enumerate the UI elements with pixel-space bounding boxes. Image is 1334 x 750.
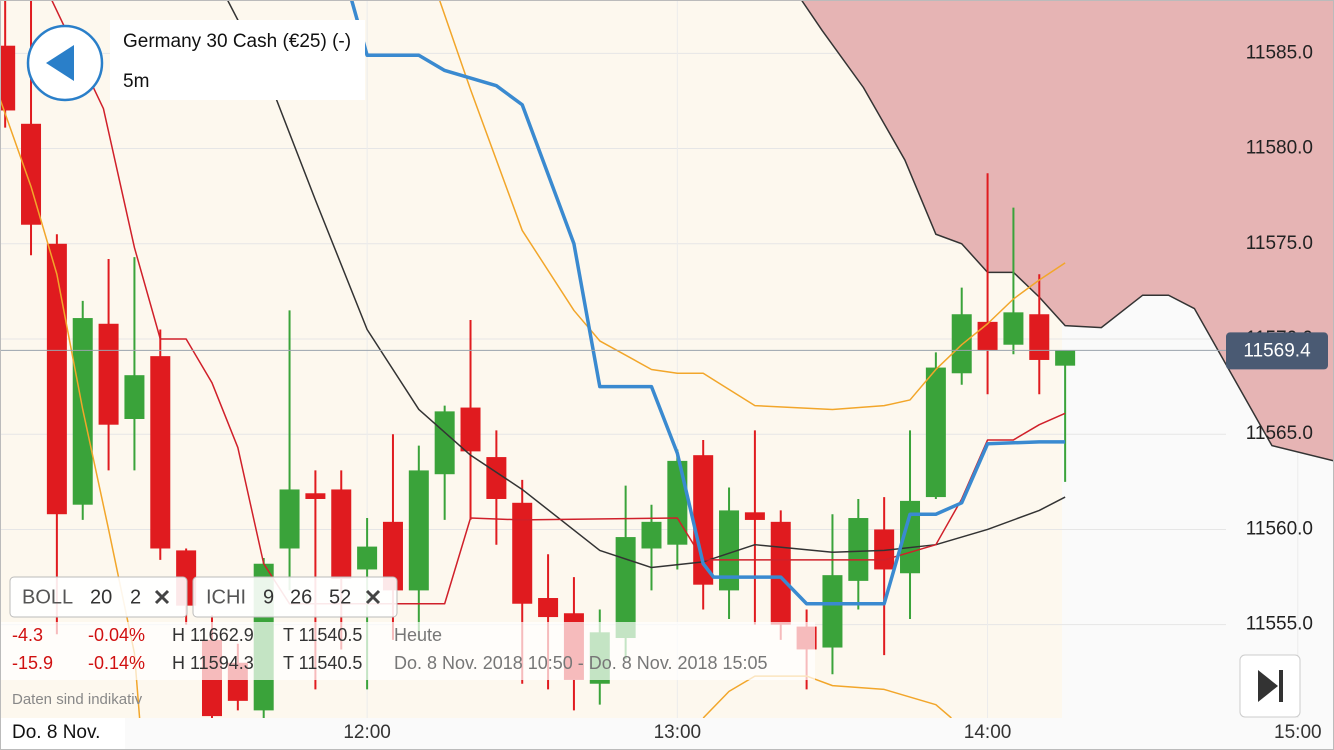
x-tick-label: 12:00 — [343, 722, 391, 743]
stat-high: H 11662.9 — [172, 625, 254, 645]
candle-body — [512, 502, 533, 604]
candle-body — [900, 500, 921, 574]
chip-param: 9 — [263, 586, 274, 608]
candle-body — [357, 546, 378, 570]
chip-close[interactable] — [154, 589, 170, 605]
instrument-name: Germany 30 Cash (€25) (-) — [123, 31, 351, 52]
y-tick-label: 11585.0 — [1246, 42, 1313, 63]
candle-body — [0, 45, 16, 111]
candle-body — [1029, 314, 1050, 360]
candle-body — [925, 367, 946, 498]
indicator-line — [226, 0, 1066, 569]
indicator-line — [349, 0, 1066, 606]
candle-body — [305, 493, 326, 499]
candle-body — [719, 510, 740, 591]
candle-body — [1003, 312, 1024, 345]
stat-high: H 11594.3 — [172, 653, 254, 673]
cloud-layer — [800, 0, 1334, 462]
skip-to-end-button[interactable] — [1239, 654, 1301, 718]
back-arrow[interactable] — [46, 45, 74, 81]
candle-body — [848, 518, 869, 581]
indicator-chip[interactable]: BOLL 20 2 — [9, 576, 188, 618]
indicator-chip[interactable]: ICHI 9 26 52 — [192, 576, 398, 618]
stat-percent: -0.04% — [88, 625, 145, 645]
chip-param: 2 — [130, 586, 141, 608]
stat-range: Heute — [394, 625, 442, 645]
x-tick-label: 15:00 — [1274, 722, 1322, 743]
back-button[interactable] — [26, 24, 104, 102]
notice: Daten sind indikativ — [12, 691, 143, 708]
chip-close[interactable] — [365, 589, 381, 605]
chip-param: 20 — [90, 586, 112, 608]
candle-body — [46, 243, 67, 515]
y-tick-label: 11575.0 — [1246, 233, 1313, 254]
candle-body — [770, 521, 791, 625]
stat-change: -15.9 — [12, 653, 53, 673]
candle-body — [279, 489, 300, 549]
candle-body — [615, 537, 636, 639]
stat-change: -4.3 — [12, 625, 43, 645]
candle-body — [1055, 350, 1076, 366]
candle-body — [124, 375, 145, 419]
cloud-edge — [800, 0, 1334, 462]
interval: 5m — [123, 71, 149, 92]
date-box — [0, 718, 125, 750]
candle-body — [408, 470, 429, 591]
chip-box[interactable] — [9, 576, 188, 618]
stat-range: Do. 8 Nov. 2018 10:50 - Do. 8 Nov. 2018 … — [394, 653, 768, 673]
x-tick-label: 13:00 — [654, 722, 702, 743]
candle-body — [460, 407, 481, 452]
title-box — [110, 20, 365, 100]
chip-box[interactable] — [192, 576, 398, 618]
stat-low: T 11540.5 — [283, 625, 362, 645]
axis: 11555.011560.011565.011570.011575.011580… — [0, 42, 1328, 743]
candle-body — [667, 460, 688, 545]
chip-param: 26 — [290, 586, 312, 608]
skip-icon[interactable] — [1258, 670, 1278, 702]
overlay-lines — [0, 0, 1066, 718]
x-tick-label: 14:00 — [964, 722, 1012, 743]
candle-body — [822, 575, 843, 648]
candle-body — [331, 489, 352, 579]
stat-percent: -0.14% — [88, 653, 145, 673]
last-price-label: 11569.4 — [1243, 340, 1311, 361]
skip-icon-bar[interactable] — [1279, 670, 1283, 702]
candle-body — [486, 457, 507, 499]
candle-body — [434, 411, 455, 475]
candle-body — [641, 521, 662, 549]
candle-body — [382, 521, 403, 591]
candle-body — [21, 123, 42, 225]
candle-body — [538, 598, 559, 618]
stat-low: T 11540.5 — [283, 653, 362, 673]
chip-name: BOLL — [22, 586, 73, 608]
y-tick-label: 11580.0 — [1246, 138, 1313, 159]
y-tick-label: 11560.0 — [1246, 518, 1313, 539]
stats-background — [0, 622, 815, 680]
last-price-box — [1226, 332, 1328, 370]
candle-body — [977, 321, 998, 351]
ui-layer: Germany 30 Cash (€25) (-) 5m Daten sind … — [0, 20, 1301, 750]
y-tick-label: 11555.0 — [1246, 614, 1313, 635]
candle-body — [98, 323, 119, 425]
candle-body — [150, 356, 171, 549]
chip-param: 52 — [329, 586, 351, 608]
cloud-area — [801, 0, 1334, 461]
date-label: Do. 8 Nov. — [12, 722, 100, 743]
indicator-line — [438, 0, 1066, 411]
candle-body — [744, 512, 765, 520]
y-tick-label: 11565.0 — [1246, 423, 1313, 444]
chip-name: ICHI — [206, 586, 246, 608]
